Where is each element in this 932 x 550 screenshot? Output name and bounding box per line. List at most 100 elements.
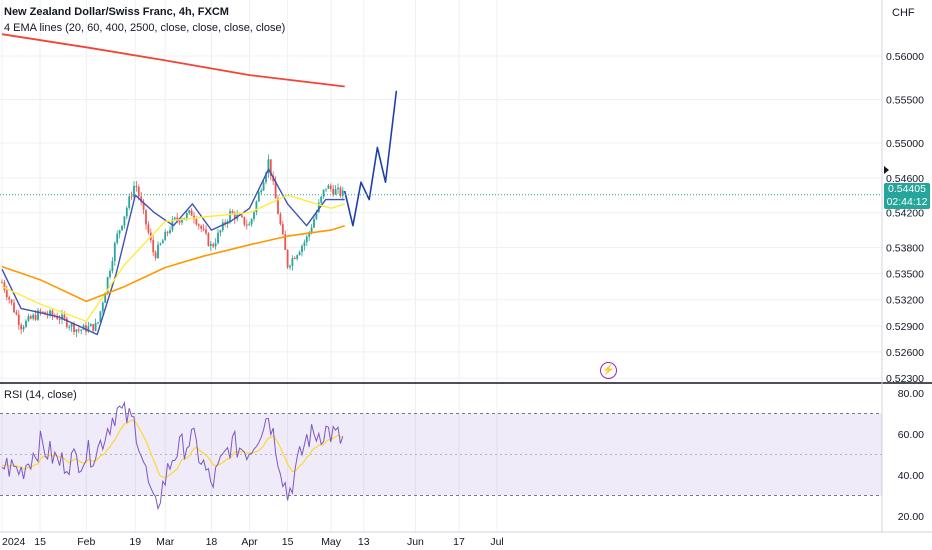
series-projection: [343, 90, 398, 227]
candle-body: [29, 316, 32, 319]
candle-body: [94, 322, 97, 331]
candle-body: [25, 320, 27, 328]
series-ema-20: [1, 168, 345, 336]
candle-body: [13, 302, 15, 313]
candle-body: [169, 230, 171, 233]
candle-body: [200, 225, 203, 229]
candle-body: [68, 326, 71, 328]
x-tick-label: 15: [34, 536, 46, 548]
candle-body: [332, 188, 335, 195]
candle-body: [308, 232, 311, 237]
rsi-tick-label: 20.00: [898, 511, 924, 523]
y-tick-label: 0.52600: [886, 347, 924, 359]
candle-body: [1, 282, 3, 284]
candle-body: [3, 282, 6, 291]
candle-body: [279, 214, 282, 225]
candle-body: [8, 297, 11, 300]
lightning-icon[interactable]: ⚡: [600, 362, 617, 379]
candle-body: [140, 196, 143, 203]
candle-body: [87, 326, 90, 332]
candle-body: [111, 261, 114, 272]
candle-body: [229, 211, 231, 222]
candle-body: [260, 190, 263, 193]
candle-body: [305, 236, 308, 243]
indicator-label[interactable]: 4 EMA lines (20, 60, 400, 2500, close, c…: [4, 22, 286, 34]
candle-body: [113, 243, 116, 262]
candle-body: [82, 325, 85, 330]
y-tick-label: 0.53800: [886, 242, 924, 254]
candle-body: [291, 257, 294, 266]
candle-body: [188, 210, 191, 213]
currency-label[interactable]: CHF: [892, 7, 915, 19]
candle-body: [195, 219, 198, 225]
candle-body: [329, 185, 332, 189]
candle-body: [289, 265, 291, 268]
x-tick-label: 19: [129, 536, 141, 548]
x-tick-label: 18: [206, 536, 218, 548]
candle-body: [315, 212, 318, 219]
y-tick-label: 0.56000: [886, 51, 924, 63]
y-tick-label: 0.52900: [886, 321, 924, 333]
candle-body: [241, 215, 243, 217]
candle-body: [75, 329, 78, 333]
candle-body: [212, 244, 215, 247]
candle-body: [39, 310, 42, 312]
candle-body: [217, 232, 219, 244]
rsi-title[interactable]: RSI (14, close): [4, 389, 77, 401]
candle-body: [89, 324, 92, 327]
y-tick-label: 0.54600: [886, 173, 924, 185]
candle-body: [61, 314, 63, 320]
series-ema-60: [1, 194, 345, 323]
candle-body: [250, 218, 253, 225]
candle-body: [341, 190, 344, 196]
candle-body: [310, 227, 313, 233]
candle-body: [159, 243, 162, 245]
candle-body: [85, 325, 87, 332]
bar-countdown: 02:44:12: [886, 196, 928, 208]
x-tick-label: Apr: [241, 536, 258, 548]
candle-body: [221, 222, 224, 231]
candle-body: [176, 217, 179, 221]
candle-body: [181, 219, 183, 223]
candle-body: [116, 233, 119, 244]
candle-body: [296, 255, 299, 259]
candle-body: [128, 196, 131, 208]
candle-body: [10, 299, 13, 303]
candle-body: [209, 244, 212, 246]
candle-body: [147, 224, 150, 233]
candle-body: [101, 302, 104, 312]
candle-body: [257, 192, 260, 202]
y-tick-label: 0.52300: [886, 373, 924, 385]
y-tick-label: 0.53500: [886, 269, 924, 281]
candle-body: [281, 224, 284, 235]
x-tick-label: Jul: [490, 536, 503, 548]
x-tick-label: Mar: [156, 536, 175, 548]
candle-body: [178, 220, 181, 223]
candle-body: [125, 207, 128, 217]
candle-body: [130, 196, 133, 198]
x-tick-label: Jun: [407, 536, 424, 548]
chart-title: New Zealand Dollar/Swiss Franc, 4h, FXCM: [4, 6, 229, 18]
candle-body: [15, 312, 18, 315]
rsi-tick-label: 60.00: [898, 429, 924, 441]
candle-body: [233, 212, 236, 220]
candle-body: [334, 189, 337, 195]
candle-body: [135, 186, 138, 188]
candle-body: [298, 252, 301, 256]
rsi-smoothing: [1, 419, 343, 479]
candle-body: [173, 217, 176, 220]
x-tick-label: 17: [453, 536, 465, 548]
candle-body: [118, 230, 121, 234]
candle-body: [44, 311, 47, 315]
candle-body: [325, 188, 327, 190]
axis-marker: [884, 166, 889, 174]
candle-body: [337, 187, 339, 190]
candle-body: [284, 234, 287, 250]
candle-body: [63, 314, 66, 319]
candle-body: [207, 233, 210, 246]
candle-body: [214, 243, 217, 247]
candle-body: [121, 225, 123, 231]
y-tick-label: 0.54200: [886, 208, 924, 220]
candle-body: [152, 240, 155, 253]
